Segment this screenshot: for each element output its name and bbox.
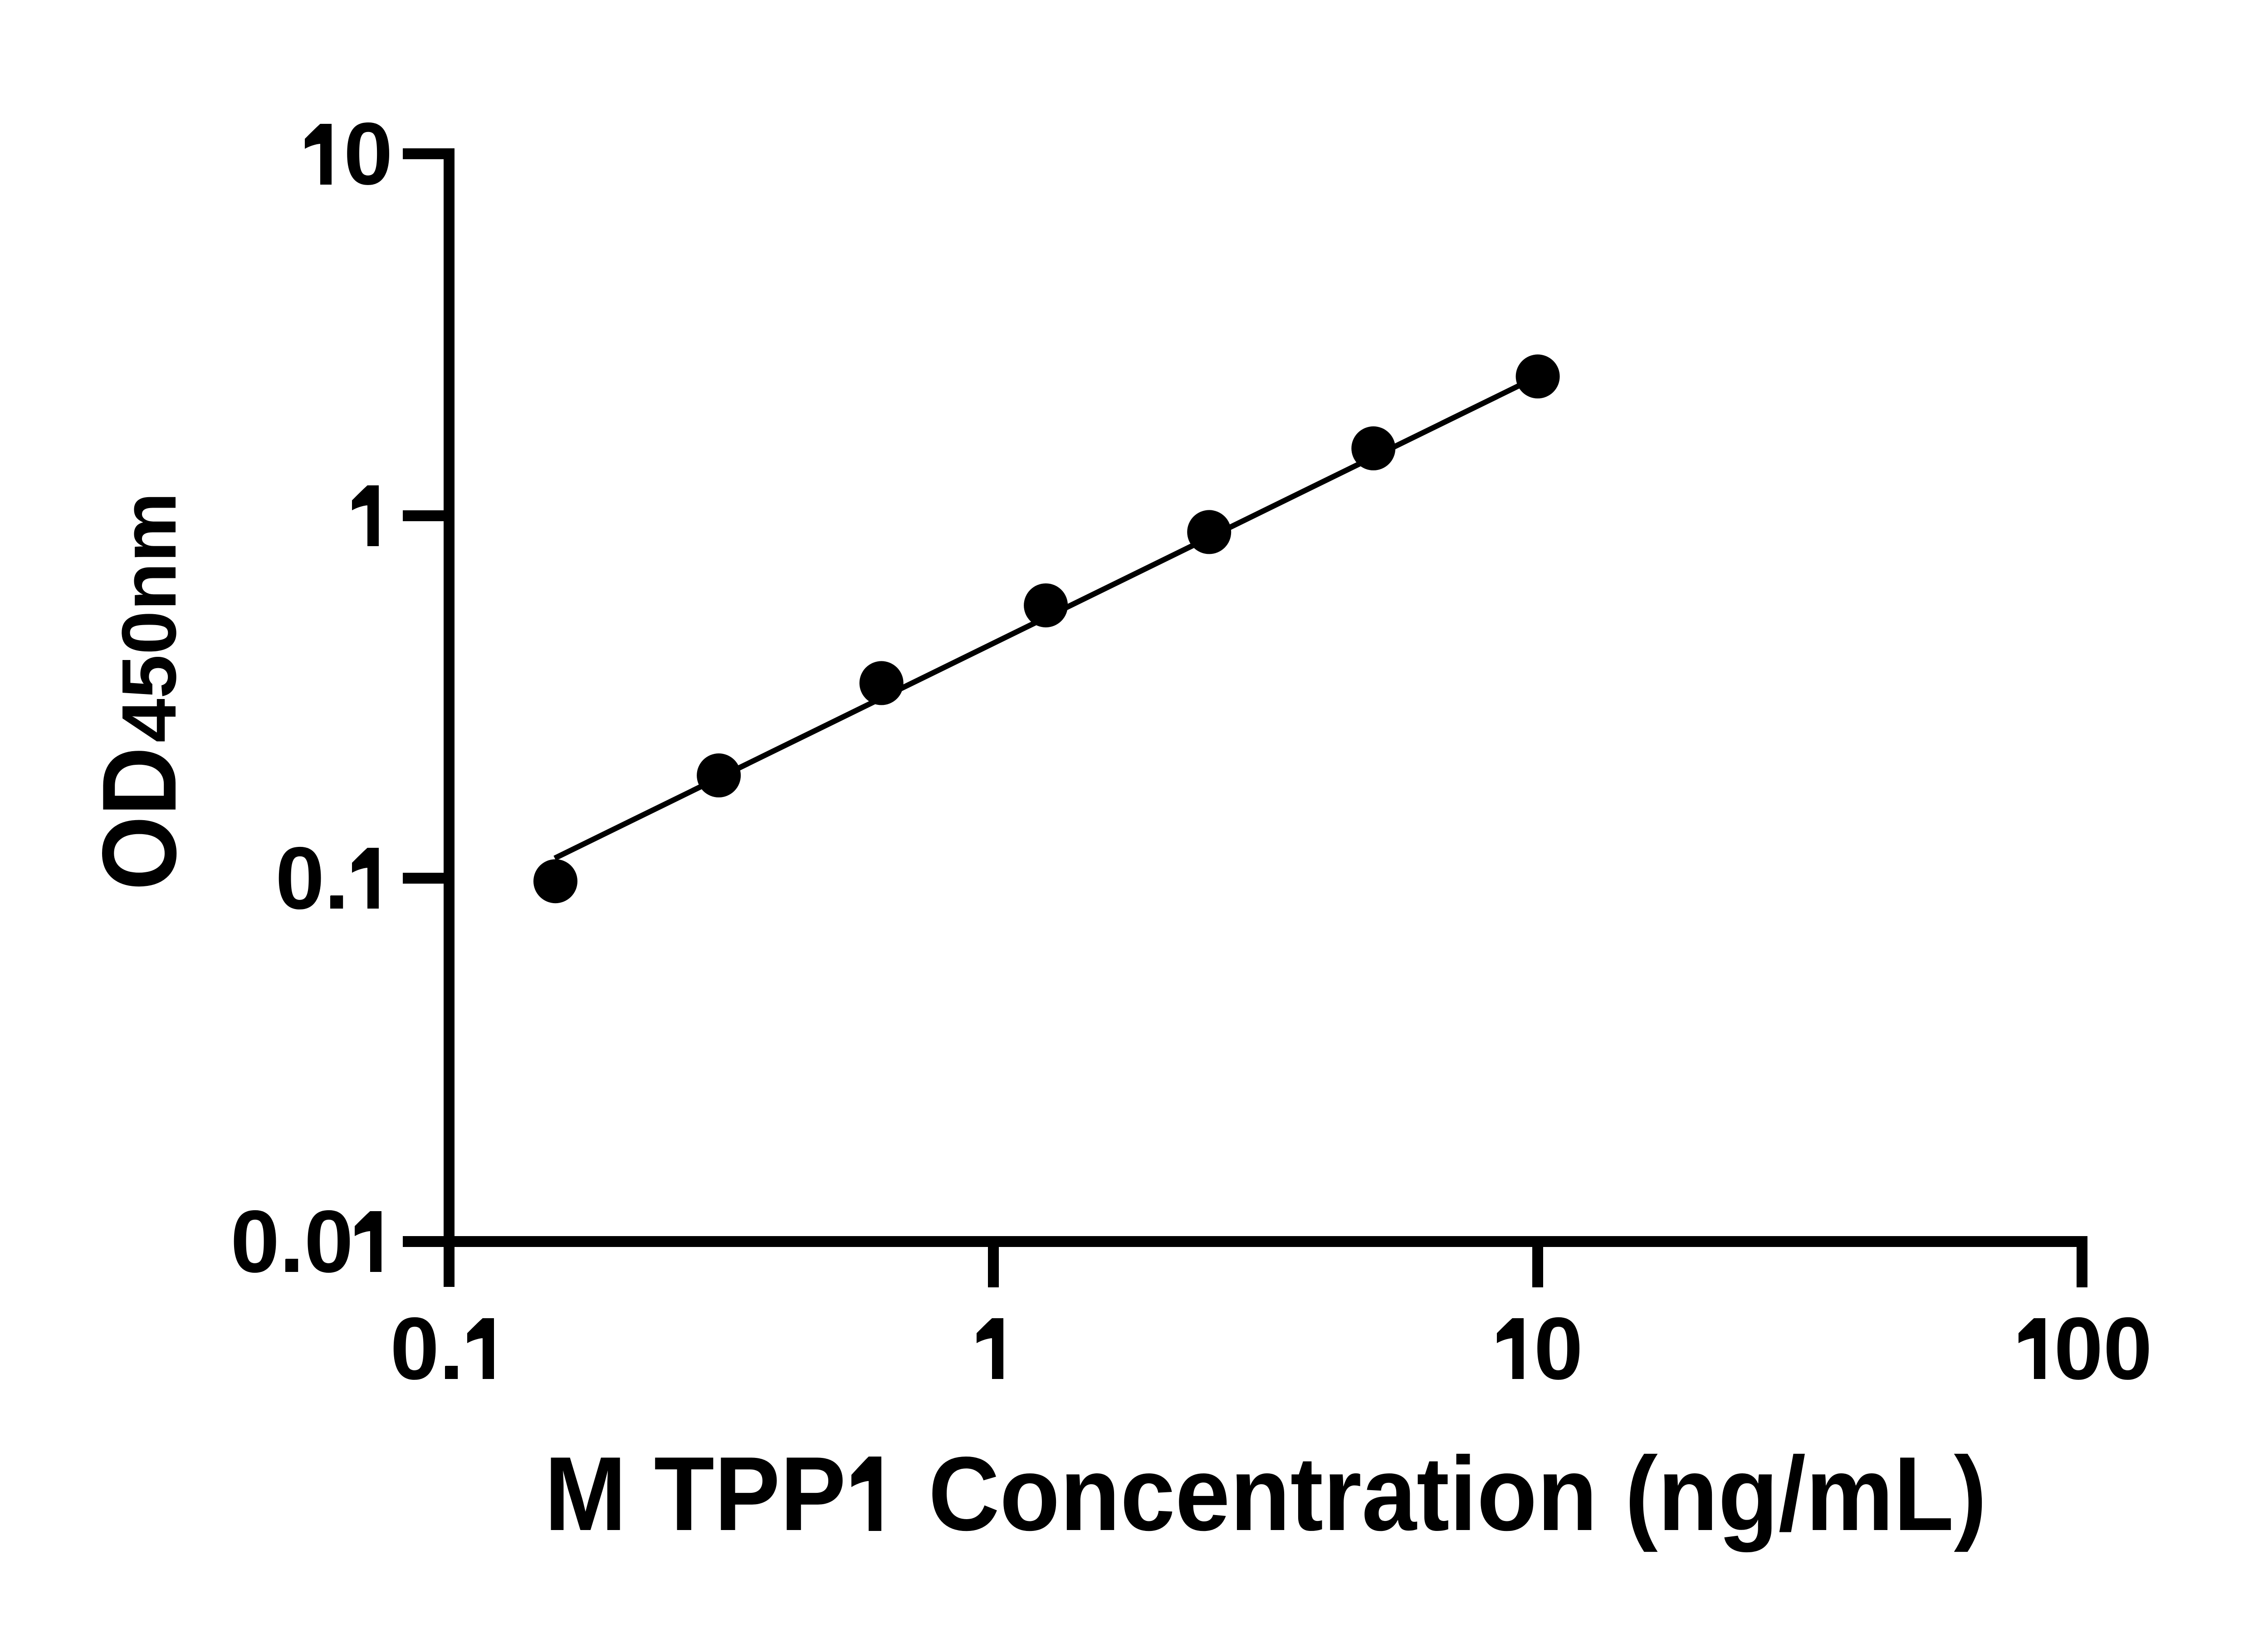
svg-text:OD: OD bbox=[81, 747, 198, 890]
svg-text:0.: 0. bbox=[390, 1299, 464, 1398]
svg-text:450nm: 450nm bbox=[106, 492, 192, 743]
svg-text:00: 00 bbox=[2054, 1299, 2152, 1398]
svg-text:M TPP1 Concentration (ng/mL): M TPP1 Concentration (ng/mL) bbox=[544, 1435, 1987, 1553]
svg-text:0.: 0. bbox=[275, 829, 349, 928]
svg-text:0.0: 0.0 bbox=[230, 1192, 353, 1291]
svg-text:0: 0 bbox=[1534, 1299, 1583, 1398]
svg-text:0: 0 bbox=[344, 104, 393, 203]
